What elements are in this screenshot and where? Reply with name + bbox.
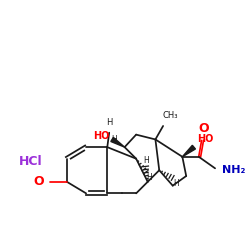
Polygon shape — [182, 145, 196, 157]
Text: HO: HO — [93, 130, 109, 140]
Polygon shape — [111, 138, 124, 147]
Text: NH₂: NH₂ — [222, 165, 245, 175]
Text: H: H — [106, 118, 112, 127]
Text: O: O — [198, 122, 209, 135]
Text: H: H — [174, 179, 180, 188]
Text: HCl: HCl — [18, 155, 42, 168]
Text: O: O — [33, 175, 44, 188]
Text: CH₃: CH₃ — [162, 111, 178, 120]
Text: H: H — [143, 156, 149, 166]
Text: H: H — [147, 173, 152, 182]
Text: H: H — [111, 135, 117, 144]
Text: HO: HO — [197, 134, 213, 144]
